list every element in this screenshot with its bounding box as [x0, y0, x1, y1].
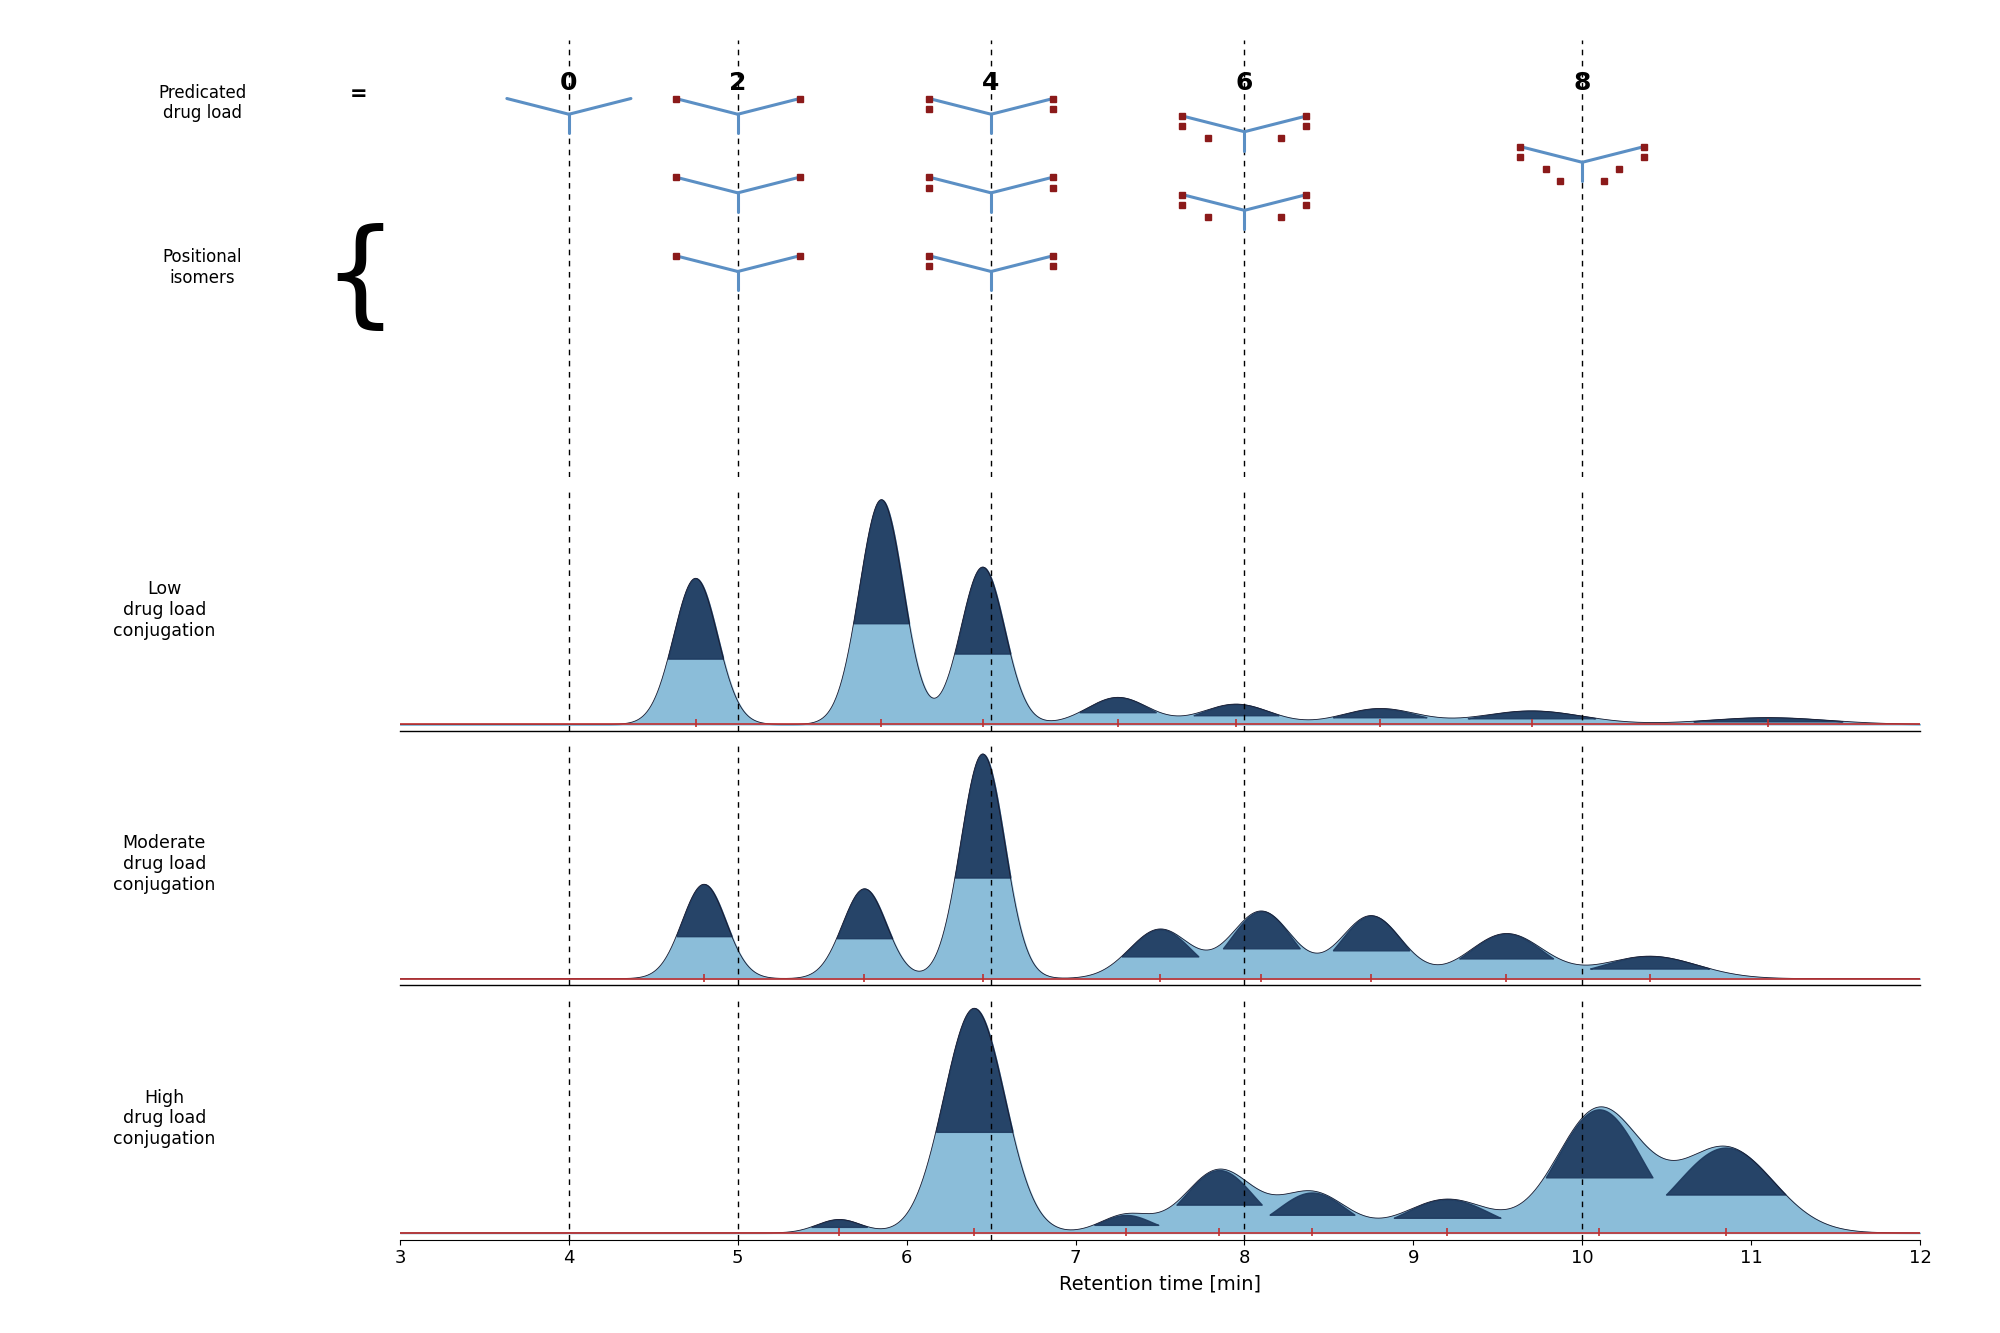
X-axis label: Retention time [min]: Retention time [min]	[1060, 1274, 1262, 1293]
Text: Positional
isomers: Positional isomers	[162, 248, 242, 287]
Text: Moderate
drug load
conjugation: Moderate drug load conjugation	[114, 834, 216, 894]
Text: =: =	[350, 84, 368, 104]
Text: 6: 6	[1236, 71, 1254, 95]
Text: 2: 2	[730, 71, 746, 95]
Text: 0: 0	[560, 71, 578, 95]
Text: High
drug load
conjugation: High drug load conjugation	[114, 1089, 216, 1148]
Text: }: }	[294, 215, 370, 329]
Text: Low
drug load
conjugation: Low drug load conjugation	[114, 580, 216, 640]
Text: 4: 4	[982, 71, 1000, 95]
Text: Predicated
drug load: Predicated drug load	[158, 84, 246, 123]
Text: 8: 8	[1574, 71, 1590, 95]
